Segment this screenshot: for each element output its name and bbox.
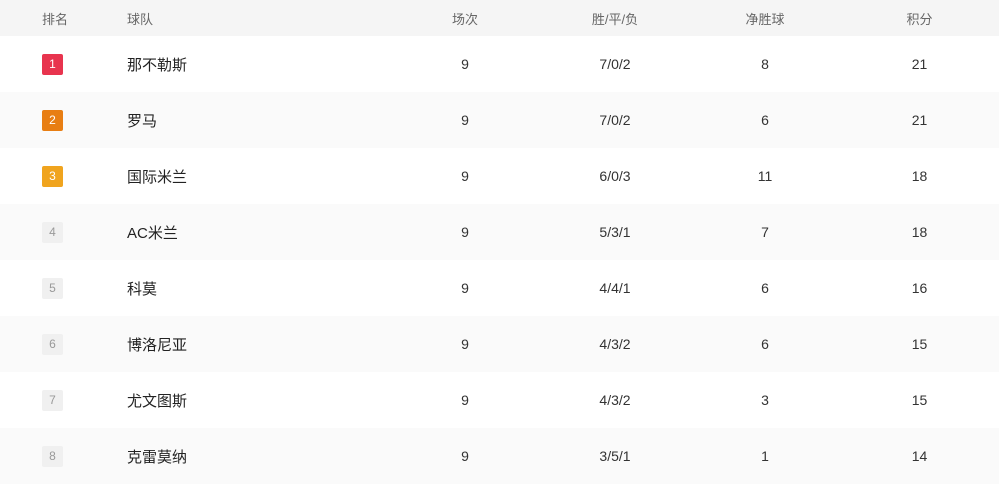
table-row[interactable]: 6 博洛尼亚 9 4/3/2 6 15 <box>0 316 999 372</box>
cell-rank: 2 <box>0 92 110 148</box>
cell-team-name: 尤文图斯 <box>127 392 188 410</box>
cell-points: 18 <box>911 224 928 240</box>
cell-points: 15 <box>911 336 928 352</box>
cell-points: 14 <box>911 448 928 464</box>
cell-wdl: 4/4/1 <box>599 280 631 296</box>
cell-team-name: AC米兰 <box>127 224 178 242</box>
cell-goal-diff: 7 <box>761 224 769 240</box>
cell-points: 21 <box>911 112 928 128</box>
cell-played: 9 <box>461 168 469 184</box>
rank-badge: 3 <box>42 165 63 187</box>
column-header-rank: 排名 <box>0 0 110 36</box>
table-body: 1 那不勒斯 9 7/0/2 8 21 2 罗马 9 7/0/2 6 21 3 国际米兰 9 6/0/3 11 1… <box>0 36 999 484</box>
cell-played: 9 <box>461 56 469 72</box>
cell-goal-diff: 3 <box>761 392 769 408</box>
cell-played: 9 <box>461 280 469 296</box>
table-row[interactable]: 4 AC米兰 9 5/3/1 7 18 <box>0 204 999 260</box>
rank-badge: 5 <box>42 277 63 299</box>
cell-team-name: 博洛尼亚 <box>127 336 188 354</box>
column-header-points: 积分 <box>840 0 999 36</box>
cell-wdl: 4/3/2 <box>599 336 631 352</box>
cell-rank: 6 <box>0 316 110 372</box>
cell-goal-diff: 6 <box>761 280 769 296</box>
cell-rank: 1 <box>0 36 110 92</box>
column-header-wdl: 胜/平/负 <box>540 0 690 36</box>
cell-team-name: 国际米兰 <box>127 168 188 186</box>
cell-points: 18 <box>911 168 928 184</box>
cell-goal-diff: 6 <box>761 112 769 128</box>
rank-badge: 8 <box>42 445 63 467</box>
table-row[interactable]: 5 科莫 9 4/4/1 6 16 <box>0 260 999 316</box>
cell-team-name: 罗马 <box>127 112 158 130</box>
cell-wdl: 4/3/2 <box>599 392 631 408</box>
cell-team-name: 科莫 <box>127 280 158 298</box>
cell-points: 16 <box>911 280 928 296</box>
cell-rank: 5 <box>0 260 110 316</box>
cell-wdl: 3/5/1 <box>599 448 631 464</box>
cell-played: 9 <box>461 224 469 240</box>
table-header-row: 排名 球队 场次 胜/平/负 净胜球 积分 <box>0 0 999 36</box>
cell-goal-diff: 6 <box>761 336 769 352</box>
cell-goal-diff: 11 <box>757 168 773 184</box>
rank-badge: 6 <box>42 333 63 355</box>
cell-played: 9 <box>461 112 469 128</box>
cell-rank: 8 <box>0 428 110 484</box>
cell-rank: 3 <box>0 148 110 204</box>
cell-wdl: 5/3/1 <box>599 224 631 240</box>
column-header-team: 球队 <box>110 0 390 36</box>
table-row[interactable]: 2 罗马 9 7/0/2 6 21 <box>0 92 999 148</box>
cell-played: 9 <box>461 448 469 464</box>
table-row[interactable]: 8 克雷莫纳 9 3/5/1 1 14 <box>0 428 999 484</box>
cell-played: 9 <box>461 336 469 352</box>
column-header-played: 场次 <box>390 0 540 36</box>
rank-badge: 7 <box>42 389 63 411</box>
cell-played: 9 <box>461 392 469 408</box>
cell-wdl: 7/0/2 <box>599 112 631 128</box>
table-row[interactable]: 7 尤文图斯 9 4/3/2 3 15 <box>0 372 999 428</box>
cell-goal-diff: 1 <box>761 448 769 464</box>
rank-badge: 2 <box>42 109 63 131</box>
rank-badge: 4 <box>42 221 63 243</box>
cell-team-name: 克雷莫纳 <box>127 448 188 466</box>
cell-wdl: 6/0/3 <box>599 168 631 184</box>
cell-goal-diff: 8 <box>761 56 769 72</box>
rank-badge: 1 <box>42 53 63 75</box>
table-row[interactable]: 1 那不勒斯 9 7/0/2 8 21 <box>0 36 999 92</box>
cell-rank: 4 <box>0 204 110 260</box>
cell-wdl: 7/0/2 <box>599 56 631 72</box>
cell-rank: 7 <box>0 372 110 428</box>
table-header: 排名 球队 场次 胜/平/负 净胜球 积分 <box>0 0 999 36</box>
table-row[interactable]: 3 国际米兰 9 6/0/3 11 18 <box>0 148 999 204</box>
cell-team-name: 那不勒斯 <box>127 56 188 74</box>
cell-points: 15 <box>911 392 928 408</box>
cell-points: 21 <box>911 56 928 72</box>
column-header-goal-diff: 净胜球 <box>690 0 840 36</box>
